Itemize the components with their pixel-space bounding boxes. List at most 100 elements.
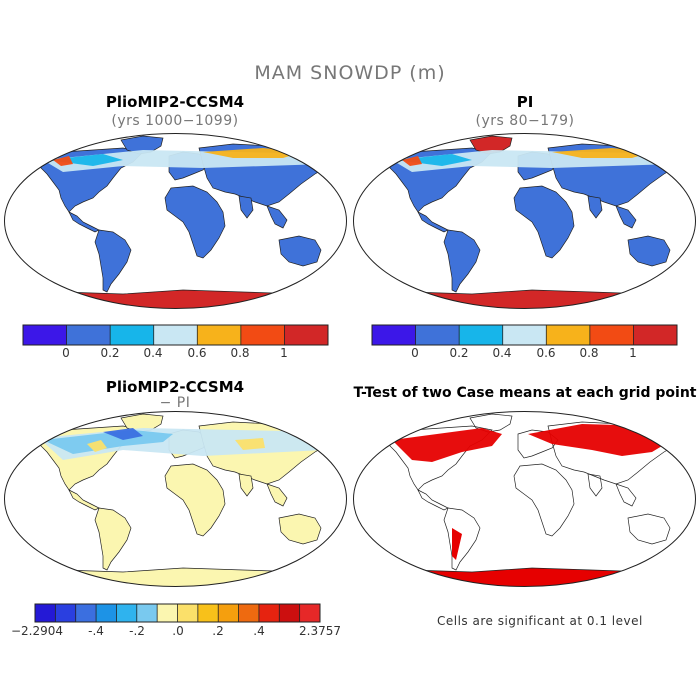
colorbar-a-label: 0.8 xyxy=(230,346,250,360)
continent-new-zealand xyxy=(675,263,683,279)
continent-australia xyxy=(627,235,671,267)
colorbar-b-label: 0.4 xyxy=(492,346,512,360)
colorbar-swatch xyxy=(197,325,242,345)
snow-region xyxy=(402,156,422,166)
map-a-outline xyxy=(4,133,347,309)
snow-region xyxy=(396,154,472,166)
colorbar-c xyxy=(34,603,321,623)
panel-a-subtitle: (yrs 1000−1099) xyxy=(111,113,239,129)
continent-antarctica xyxy=(16,567,340,587)
continent-greenland xyxy=(120,135,164,155)
snow-region xyxy=(392,428,502,462)
colorbar-swatch xyxy=(546,325,591,345)
map-b-outline xyxy=(353,133,696,309)
continent-south-america xyxy=(94,229,132,293)
panel-c-title: PlioMIP2-CCSM4 xyxy=(105,378,245,396)
colorbar-c-label: -.2 xyxy=(129,624,145,638)
continent-south-america xyxy=(94,507,132,571)
colorbar-b xyxy=(371,324,678,346)
colorbar-swatch xyxy=(589,325,634,345)
colorbar-c-label: .0 xyxy=(172,624,184,638)
continent-africa xyxy=(513,463,575,537)
colorbar-swatch xyxy=(372,325,417,345)
snow-region xyxy=(103,428,143,440)
colorbar-swatch xyxy=(218,604,240,622)
panel-b-subtitle: (yrs 80−179) xyxy=(475,113,575,129)
continent-antarctica xyxy=(365,289,689,309)
continent-se-asia xyxy=(266,483,288,507)
colorbar-a-label: 1 xyxy=(280,346,288,360)
continent-africa xyxy=(164,185,226,259)
continent-africa xyxy=(164,463,226,537)
colorbar-swatch xyxy=(110,325,155,345)
panel-d-title: T-Test of two Case means at each grid po… xyxy=(353,385,697,401)
colorbar-swatch xyxy=(55,604,77,622)
continent-central-america xyxy=(417,489,449,511)
colorbar-b-label: 0.2 xyxy=(449,346,469,360)
colorbar-a xyxy=(22,324,329,346)
continent-central-america xyxy=(417,211,449,233)
colorbar-c-label: -.4 xyxy=(88,624,104,638)
colorbar-a-label: 0.2 xyxy=(100,346,120,360)
continent-greenland xyxy=(469,135,513,155)
colorbar-swatch xyxy=(75,604,97,622)
significance-note: Cells are significant at 0.1 level xyxy=(437,614,643,628)
colorbar-swatch xyxy=(136,604,158,622)
map-panel-b xyxy=(353,133,696,309)
colorbar-swatch xyxy=(502,325,547,345)
continent-india xyxy=(238,195,254,219)
snow-region xyxy=(235,438,265,450)
continent-australia xyxy=(278,513,322,545)
colorbar-swatch xyxy=(238,604,260,622)
continent-se-asia xyxy=(615,483,637,507)
colorbar-a-label: 0.4 xyxy=(143,346,163,360)
map-c-content xyxy=(16,413,340,587)
continent-south-america xyxy=(443,507,481,571)
continent-se-asia xyxy=(266,205,288,229)
colorbar-swatch xyxy=(96,604,117,622)
continent-north-america xyxy=(387,425,493,491)
map-panel-c xyxy=(4,411,347,587)
continent-india xyxy=(587,195,603,219)
colorbar-swatch xyxy=(284,325,329,345)
colorbar-c-label: .4 xyxy=(253,624,265,638)
continent-europe xyxy=(517,429,559,459)
map-d-outline xyxy=(353,411,696,587)
colorbar-swatch xyxy=(177,604,199,622)
continent-india xyxy=(587,473,603,497)
panel-b-title: PI xyxy=(516,93,534,111)
continent-new-zealand xyxy=(326,263,334,279)
panel-c-subtitle: − PI xyxy=(159,395,191,411)
continent-se-asia xyxy=(615,205,637,229)
map-c-outline xyxy=(4,411,347,587)
panel-a-title: PlioMIP2-CCSM4 xyxy=(105,93,245,111)
continent-antarctica xyxy=(16,289,340,309)
colorbar-swatch xyxy=(240,325,285,345)
colorbar-swatch xyxy=(35,604,56,622)
colorbar-b-label: 0.6 xyxy=(536,346,556,360)
continent-new-zealand xyxy=(675,541,683,557)
colorbar-c-label: 2.3757 xyxy=(299,624,341,638)
colorbar-swatch xyxy=(116,604,138,622)
continent-australia xyxy=(278,235,322,267)
colorbar-a-label: 0.6 xyxy=(187,346,207,360)
continent-south-america xyxy=(443,229,481,293)
continent-australia xyxy=(627,513,671,545)
colorbar-swatch xyxy=(66,325,111,345)
snow-region xyxy=(53,156,73,166)
map-b-content xyxy=(365,135,689,309)
snow-region xyxy=(87,440,107,452)
map-a-content xyxy=(16,135,340,309)
colorbar-b-label: 0.8 xyxy=(579,346,599,360)
continent-central-america xyxy=(68,211,100,233)
snow-region xyxy=(47,154,123,166)
colorbar-frame xyxy=(371,324,678,346)
colorbar-a-label: 0 xyxy=(62,346,70,360)
colorbar-b-label: 1 xyxy=(629,346,637,360)
snow-region xyxy=(452,528,462,560)
colorbar-swatch xyxy=(459,325,504,345)
colorbar-swatch xyxy=(299,604,321,622)
continent-new-zealand xyxy=(326,541,334,557)
colorbar-swatch xyxy=(258,604,280,622)
figure-title: MAM SNOWDP (m) xyxy=(254,62,446,84)
